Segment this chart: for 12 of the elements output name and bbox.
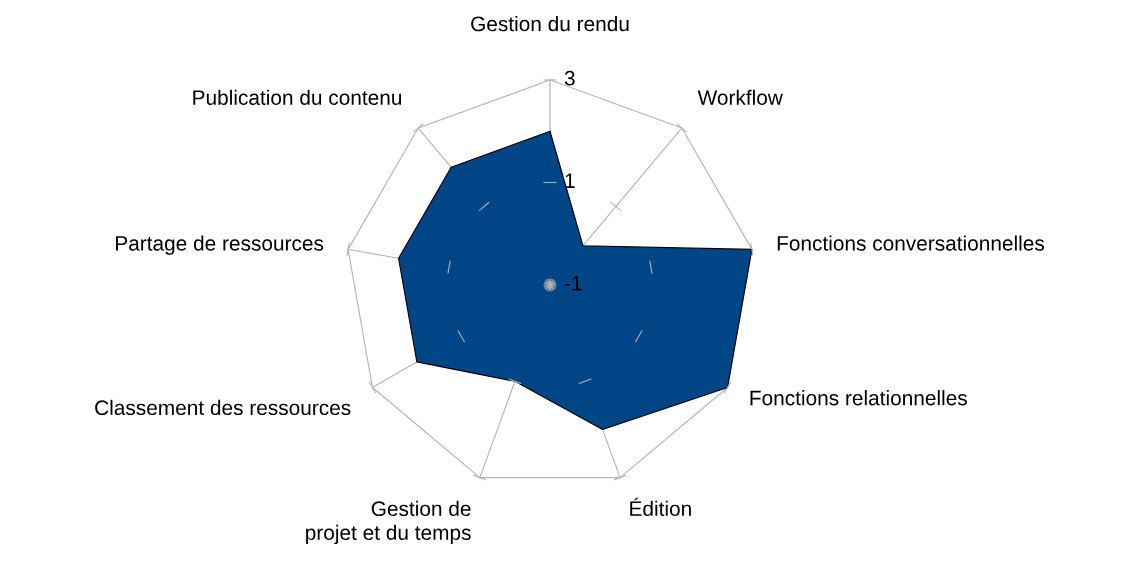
spoke-label: Gestion du rendu bbox=[471, 15, 629, 32]
y-tick-label: 1 bbox=[565, 173, 575, 188]
spoke-label: Partage de ressources bbox=[116, 235, 324, 255]
spoke-label: Gestion de projet et du temps bbox=[306, 500, 471, 545]
spoke-label: Édition bbox=[630, 497, 691, 517]
spoke-label: Publication du contenu bbox=[193, 89, 402, 105]
spoke-label: Classement des ressources bbox=[95, 399, 351, 416]
y-tick-label: -1 bbox=[564, 276, 582, 291]
spoke-label: Workflow bbox=[697, 89, 783, 105]
spoke-label: Fonctions conversationnelles bbox=[777, 235, 1045, 251]
y-tick-label: 3 bbox=[564, 70, 575, 86]
spoke-label: Fonctions relationnelles bbox=[750, 390, 967, 406]
